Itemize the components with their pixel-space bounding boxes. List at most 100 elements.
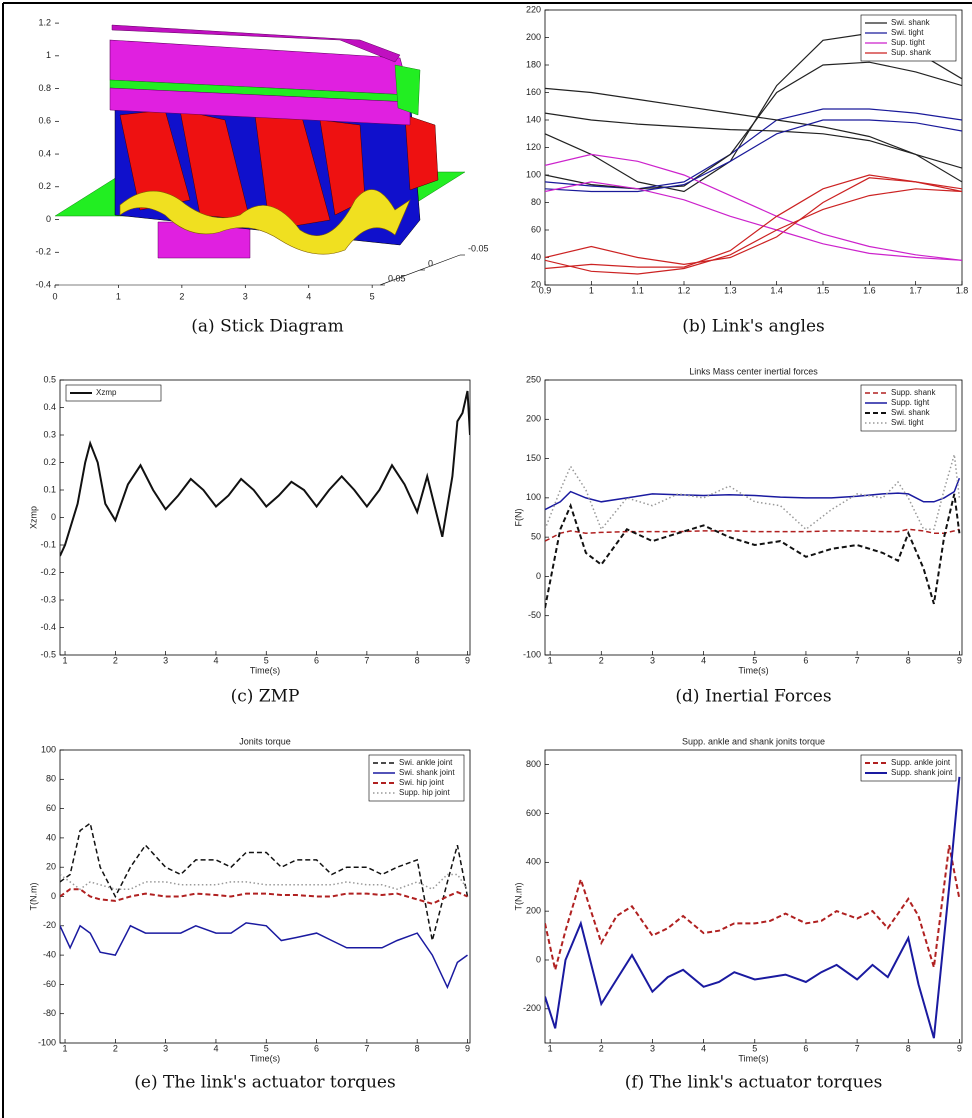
y-tick-label: 600 xyxy=(526,808,541,818)
x-tick-label: 6 xyxy=(314,1043,319,1053)
x-tick-label: 5 xyxy=(752,1043,757,1053)
caption: (c) ZMP xyxy=(231,687,300,707)
series-line xyxy=(60,888,468,905)
x-tick-label: 0 xyxy=(52,291,57,301)
y-tick-label: -50 xyxy=(528,610,541,620)
x-tick-label: 3 xyxy=(243,291,248,301)
series-line xyxy=(545,108,962,190)
x-tick-label: 4 xyxy=(701,1043,706,1053)
y-tick-label: 0.4 xyxy=(43,402,56,412)
feet-yellow xyxy=(119,189,411,255)
y-tick-label: -80 xyxy=(43,1008,56,1018)
y-axis-label: T(N.m) xyxy=(28,883,38,911)
y-tick-label: 20 xyxy=(46,862,56,872)
y-tick-label: 20 xyxy=(531,279,541,289)
x-tick-label: 2 xyxy=(599,655,604,665)
y-tick-label: -0.5 xyxy=(40,649,56,659)
x-tick-label: 1 xyxy=(548,1043,553,1053)
x-axis-label: Time(s) xyxy=(738,1053,768,1063)
hip-top xyxy=(111,24,401,63)
y-tick-label: 400 xyxy=(526,857,541,867)
x-tick-label: 2 xyxy=(599,1043,604,1053)
y-tick-label: 0 xyxy=(536,954,541,964)
x-tick-label: 6 xyxy=(803,655,808,665)
y-tick-label: 0.1 xyxy=(43,484,56,494)
caption: (a) Stick Diagram xyxy=(191,317,343,337)
caption: (b) Link's angles xyxy=(682,317,825,337)
series-line xyxy=(545,776,961,1039)
y-tick-label: 140 xyxy=(526,114,541,124)
x-tick-label: 1.2 xyxy=(678,285,691,295)
y-tick-label: 1 xyxy=(46,50,51,60)
y-tick-label: 160 xyxy=(526,87,541,97)
x-axis-label: Time(s) xyxy=(738,665,768,675)
series-line xyxy=(545,528,960,542)
z-tick-label: 0.05 xyxy=(388,273,406,283)
y-tick-label: 0.5 xyxy=(43,374,56,384)
series-line xyxy=(545,119,962,193)
series-line xyxy=(545,188,962,275)
x-tick-label: 5 xyxy=(264,1043,269,1053)
y-tick-label: 100 xyxy=(41,744,56,754)
y-tick-label: 40 xyxy=(46,832,56,842)
legend-label: Swi. tight xyxy=(891,418,924,427)
z-tick-label: -0.05 xyxy=(468,243,489,253)
x-tick-label: 1 xyxy=(63,1043,68,1053)
caption: (d) Inertial Forces xyxy=(675,687,831,707)
legend-label: Supp. tight xyxy=(891,398,930,407)
legend-label: Xzmp xyxy=(96,388,117,397)
x-tick-label: 1 xyxy=(63,655,68,665)
x-tick-label: 2 xyxy=(179,291,184,301)
legend-box xyxy=(65,384,162,402)
legend-label: Supp. hip joint xyxy=(399,788,450,797)
y-tick-label: 150 xyxy=(526,453,541,463)
series-line xyxy=(60,922,468,990)
y-axis-label: Xzmp xyxy=(28,506,38,529)
x-tick-label: 1.8 xyxy=(956,285,969,295)
plot-frame xyxy=(544,749,963,1044)
y-tick-label: -0.3 xyxy=(40,594,56,604)
y-tick-label: 60 xyxy=(531,224,541,234)
x-tick-label: 4 xyxy=(213,1043,218,1053)
series-line xyxy=(545,477,961,511)
x-tick-label: 7 xyxy=(855,1043,860,1053)
legend-label: Swi. ankle joint xyxy=(399,758,453,767)
x-tick-label: 8 xyxy=(906,1043,911,1053)
y-tick-label: 120 xyxy=(526,142,541,152)
y-tick-label: -0.4 xyxy=(40,622,56,632)
y-tick-label: 100 xyxy=(526,169,541,179)
x-tick-label: 3 xyxy=(650,1043,655,1053)
y-tick-label: 180 xyxy=(526,59,541,69)
y-tick-label: 100 xyxy=(526,492,541,502)
x-tick-label: 6 xyxy=(803,1043,808,1053)
x-tick-label: 4 xyxy=(306,291,311,301)
plot-frame xyxy=(544,379,963,656)
series-line xyxy=(545,174,962,270)
y-tick-label: 0.8 xyxy=(38,83,51,93)
legend-label: Swi. shank xyxy=(891,18,931,27)
y-tick-label: 0.3 xyxy=(43,429,56,439)
x-tick-label: 5 xyxy=(370,291,375,301)
y-tick-label: 80 xyxy=(46,774,56,784)
x-tick-label: 1 xyxy=(548,655,553,665)
x-tick-label: 7 xyxy=(364,1043,369,1053)
x-tick-label: 5 xyxy=(752,655,757,665)
legend-label: Sup. tight xyxy=(891,38,926,47)
x-tick-label: 1 xyxy=(589,285,594,295)
series-line xyxy=(545,153,962,261)
x-tick-label: 8 xyxy=(415,1043,420,1053)
x-axis-label: Time(s) xyxy=(250,665,280,675)
y-tick-label: 40 xyxy=(531,252,541,262)
y-tick-label: -0.2 xyxy=(40,567,56,577)
x-tick-label: 1.4 xyxy=(770,285,783,295)
x-tick-label: 1 xyxy=(116,291,121,301)
y-tick-label: 60 xyxy=(46,803,56,813)
chart-title: Jonits torque xyxy=(239,736,291,746)
x-tick-label: 8 xyxy=(415,655,420,665)
y-tick-label: -0.2 xyxy=(35,247,51,257)
y-tick-label: -200 xyxy=(523,1003,541,1013)
x-tick-label: 7 xyxy=(364,655,369,665)
x-tick-label: 5 xyxy=(264,655,269,665)
x-tick-label: 1.5 xyxy=(817,285,830,295)
series-line xyxy=(60,390,470,557)
